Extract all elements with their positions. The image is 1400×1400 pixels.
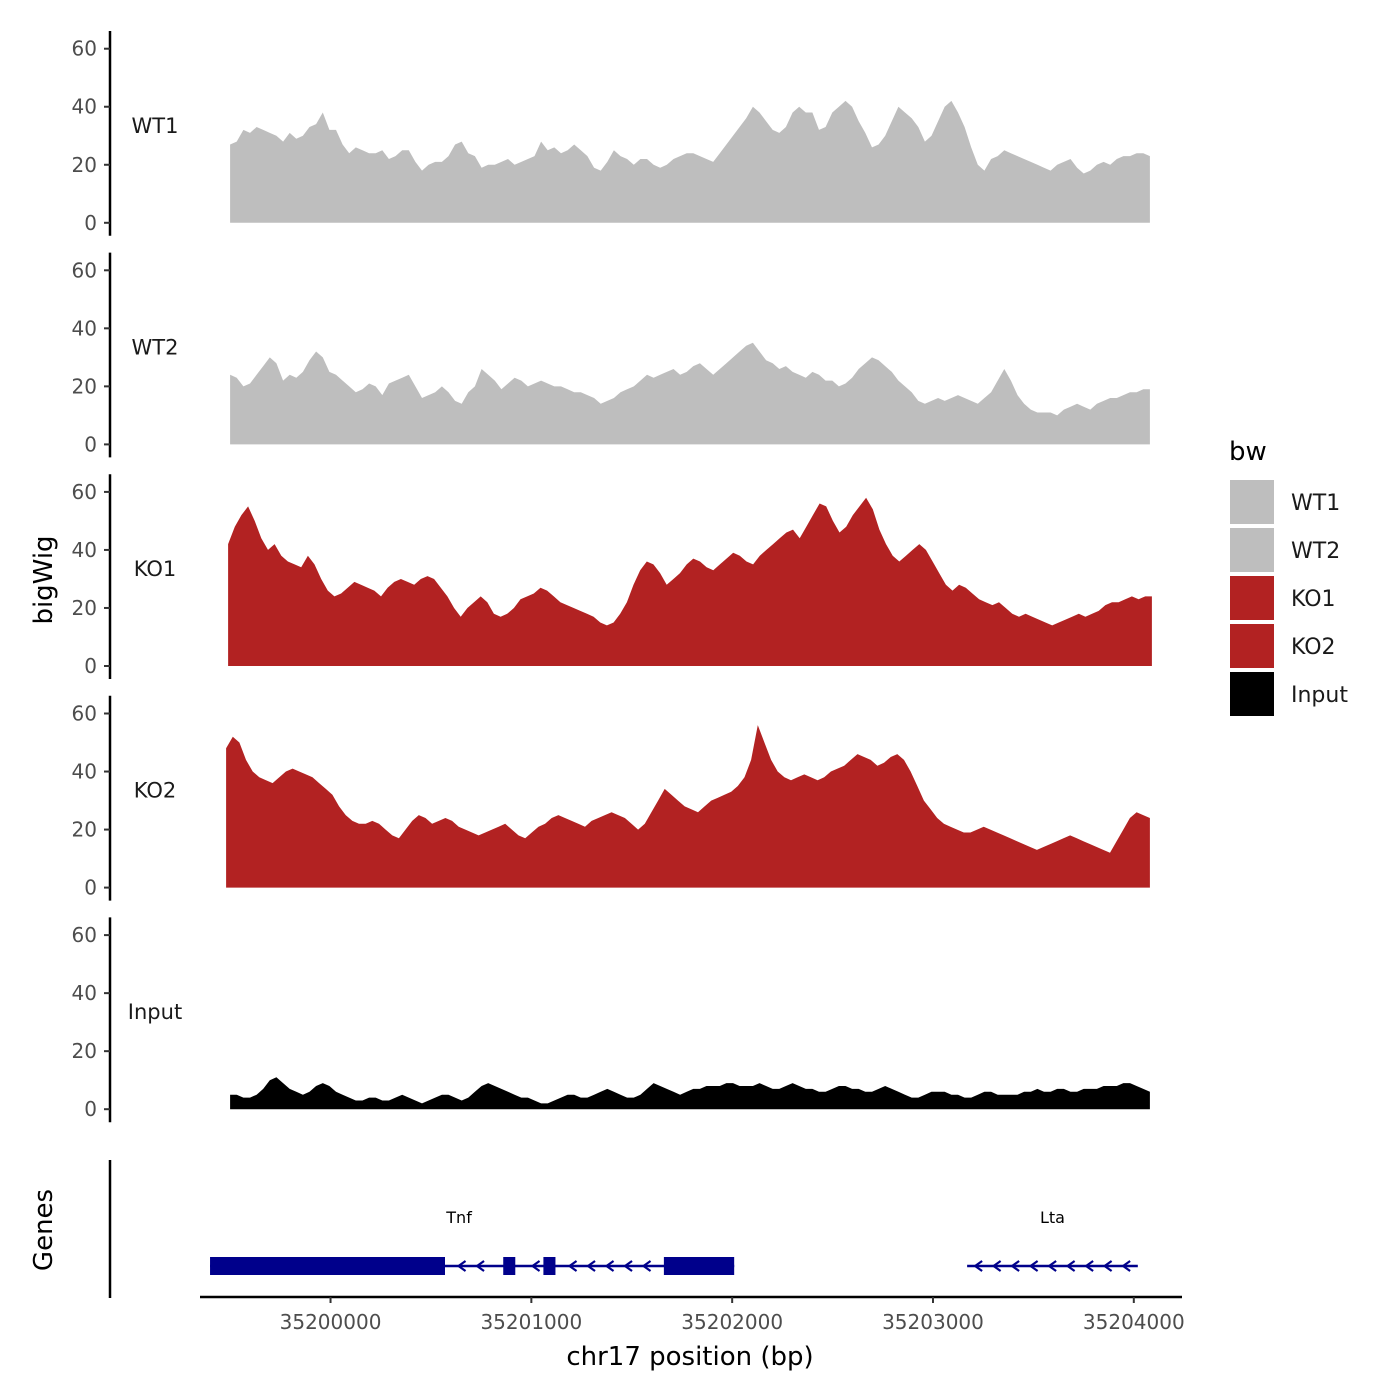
- y-tick-label: 60: [72, 923, 97, 947]
- strand-arrow: [1084, 1260, 1094, 1272]
- strand-arrow: [530, 1260, 541, 1272]
- legend-label: WT2: [1291, 539, 1340, 564]
- strand-arrow: [641, 1260, 652, 1272]
- y-tick-label: 20: [72, 153, 97, 177]
- track-label: WT1: [132, 114, 179, 138]
- strand-arrow: [475, 1260, 485, 1272]
- legend-label: KO1: [1291, 587, 1336, 612]
- y-tick-label: 0: [84, 211, 97, 235]
- track-wt2: 0 20 40 60 WT2: [72, 252, 1150, 458]
- y-tick-label: 20: [72, 1039, 97, 1063]
- strand-arrow: [1010, 1260, 1020, 1272]
- x-tick-label: 35204000: [1083, 1310, 1185, 1334]
- y-axis-title: bigWig: [29, 535, 59, 624]
- legend-key-ko2: [1230, 624, 1274, 668]
- y-tick-label: 60: [72, 480, 97, 504]
- exon: [210, 1257, 445, 1275]
- track-label: Input: [128, 1000, 182, 1024]
- track-label: KO2: [134, 779, 177, 803]
- y-tick-label: 60: [72, 37, 97, 61]
- exon: [543, 1257, 556, 1275]
- strand-arrow: [604, 1260, 615, 1272]
- gene-label: Tnf: [445, 1208, 472, 1227]
- y-tick-label: 60: [72, 258, 97, 282]
- strand-arrow: [1102, 1260, 1113, 1272]
- legend-label: KO2: [1291, 635, 1336, 660]
- y-tick-label: 60: [72, 702, 97, 726]
- y-tick-label: 20: [72, 818, 97, 842]
- legend-key-wt2: [1230, 528, 1274, 572]
- legend-key-ko1: [1230, 576, 1274, 620]
- strand-arrow: [567, 1260, 578, 1272]
- y-tick-label: 40: [72, 316, 97, 340]
- x-tick-label: 35203000: [882, 1310, 984, 1334]
- exon: [503, 1257, 516, 1275]
- signal-area-input: [230, 1077, 1150, 1110]
- strand-arrow: [1028, 1260, 1039, 1272]
- y-tick-label: 40: [72, 95, 97, 119]
- strand-arrow: [973, 1260, 983, 1272]
- track-wt1: 0 20 40 60 WT1: [72, 31, 1150, 236]
- y-tick-label: 40: [72, 760, 97, 784]
- y-tick-label: 0: [84, 654, 97, 678]
- track-label: WT2: [132, 335, 179, 359]
- x-tick-label: 35200000: [280, 1310, 382, 1334]
- strand-arrow: [1121, 1260, 1131, 1272]
- strand-arrow: [991, 1260, 1002, 1272]
- y-tick-label: 0: [84, 876, 97, 900]
- y-tick-label: 40: [72, 981, 97, 1005]
- y-tick-label: 20: [72, 374, 97, 398]
- signal-tracks: 0 20 40 60 WT1 0 20 40 60 WT2 0 20 40 60 KO1 0 20 40 60 KO2…: [72, 31, 1152, 1123]
- strand-arrow: [586, 1260, 596, 1272]
- track-ko2: 0 20 40 60 KO2: [72, 695, 1150, 901]
- y-tick-label: 0: [84, 1097, 97, 1121]
- track-input: 0 20 40 60 Input: [72, 917, 1150, 1123]
- signal-area-wt2: [230, 342, 1150, 445]
- gene-label: Lta: [1040, 1208, 1065, 1227]
- track-ko1: 0 20 40 60 KO1: [72, 474, 1152, 679]
- track-label: KO1: [134, 557, 177, 581]
- signal-area-wt1: [230, 100, 1150, 223]
- legend: bw WT1 WT2 KO1 KO2 Input: [1229, 437, 1348, 716]
- legend-title: bw: [1229, 437, 1267, 467]
- x-axis-title: chr17 position (bp): [566, 1342, 813, 1372]
- x-tick-label: 35201000: [480, 1310, 582, 1334]
- strand-arrow: [623, 1260, 633, 1272]
- y-tick-label: 0: [84, 432, 97, 456]
- signal-area-ko1: [228, 497, 1152, 666]
- x-axis: 35200000 35201000 35202000 35203000 35204000: [200, 1295, 1185, 1334]
- exon: [663, 1257, 735, 1275]
- gene-tnf: Tnf: [210, 1208, 735, 1275]
- legend-label: Input: [1291, 683, 1348, 708]
- signal-area-ko2: [226, 725, 1150, 888]
- strand-arrow: [456, 1260, 467, 1272]
- genes-axis-title: Genes: [29, 1189, 59, 1271]
- x-tick-label: 35202000: [681, 1310, 783, 1334]
- legend-label: WT1: [1291, 491, 1340, 516]
- legend-key-input: [1230, 672, 1274, 716]
- gene-track: Tnf Lta: [108, 1160, 1138, 1298]
- gene-lta: Lta: [967, 1208, 1138, 1272]
- y-tick-label: 20: [72, 596, 97, 620]
- strand-arrow: [1065, 1260, 1076, 1272]
- y-tick-label: 40: [72, 538, 97, 562]
- strand-arrow: [1047, 1260, 1057, 1272]
- legend-key-wt1: [1230, 480, 1274, 524]
